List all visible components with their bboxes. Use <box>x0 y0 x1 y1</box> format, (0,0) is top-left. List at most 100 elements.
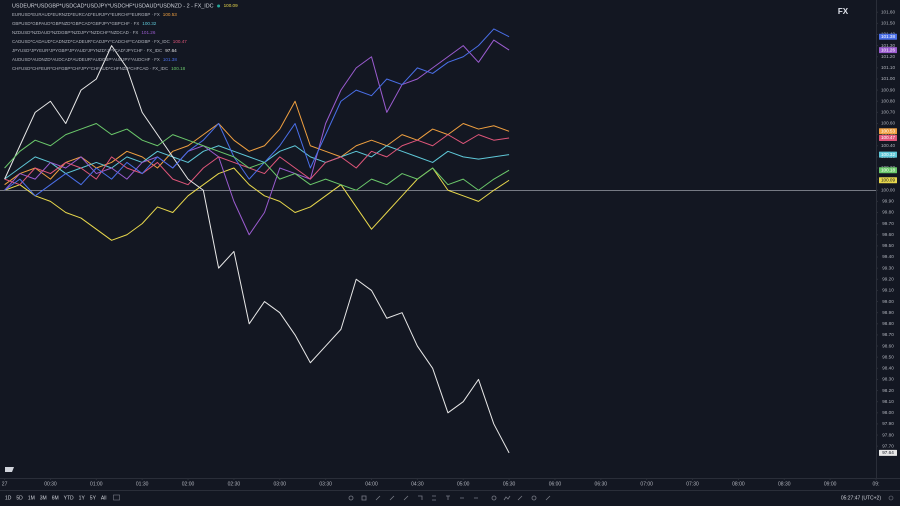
legend-value: 100.53 <box>163 12 177 17</box>
legend-name: GBPUSD*GBPAUD*GBPNZD*GBPCAD*GBPJPY*GBPCH… <box>12 21 139 26</box>
legend-name: NZDUSD*NZDAUD*NZDGBP*NZDJPY*NZDCHF*NZDCA… <box>12 30 138 35</box>
range-button[interactable]: 3M <box>40 495 47 501</box>
series-line <box>4 123 510 191</box>
y-tick-label: 99.10 <box>882 288 894 293</box>
price-tag-label: 100.47 <box>881 135 895 140</box>
x-tick-label: 04:30 <box>411 481 424 487</box>
x-tick-label: 09:00 <box>824 481 837 487</box>
x-tick-label: 06:00 <box>549 481 562 487</box>
x-tick-label: 06:30 <box>595 481 608 487</box>
legend-value: 97.64 <box>165 48 177 53</box>
price-tag-label: 100.09 <box>881 177 895 182</box>
y-tick-label: 100.70 <box>881 110 895 115</box>
watermark: FX <box>838 7 849 16</box>
y-tick-label: 98.10 <box>882 399 894 404</box>
x-tick-label: 07:00 <box>640 481 653 487</box>
y-tick-label: 99.20 <box>882 277 894 282</box>
x-tick-label: 04:00 <box>365 481 378 487</box>
x-tick-label: 00:30 <box>44 481 57 487</box>
x-tick-label: 08:00 <box>732 481 745 487</box>
y-tick-label: 98.50 <box>882 354 894 359</box>
legend-value: 101.26 <box>141 30 155 35</box>
legend-name: CHFUSD*CHFEUR*CHFGBP*CHFJPY*CHFAUD*CHFNZ… <box>12 66 168 71</box>
series-line <box>4 28 510 197</box>
price-tag <box>879 134 897 141</box>
y-tick-label: 101.50 <box>881 21 895 26</box>
y-tick-label: 99.90 <box>882 199 894 204</box>
price-tag <box>879 47 897 54</box>
legend-value: 100.47 <box>173 39 187 44</box>
settings-icon[interactable] <box>888 495 894 501</box>
x-tick-label: 09: <box>873 481 880 487</box>
legend-entry: JPYUSD*JPYEUR*JPYGBP*JPYAUD*JPYNZD*JPYCA… <box>12 48 177 53</box>
x-tick-label: 27 <box>2 481 8 487</box>
x-tick-label: 02:00 <box>182 481 195 487</box>
y-tick-label: 98.40 <box>882 366 894 371</box>
x-tick-label: 02:30 <box>228 481 241 487</box>
y-tick-label: 98.70 <box>882 332 894 337</box>
clock: 05:27:47 (UTC+2) <box>841 495 881 501</box>
price-tag <box>879 177 897 184</box>
price-tag <box>879 151 897 158</box>
y-tick-label: 100.90 <box>881 87 895 92</box>
range-button[interactable]: 5D <box>16 495 23 501</box>
date-range-icon[interactable] <box>113 494 120 501</box>
y-tick-label: 101.30 <box>881 43 895 48</box>
x-tick-label: 03:30 <box>319 481 332 487</box>
legend-value: 100.09 <box>224 3 238 8</box>
legend-value: 100.32 <box>142 21 156 26</box>
legend-entry: AUDUSD*AUDNZD*AUDCAD*AUDEUR*AUDGBP*AUDJP… <box>12 57 177 62</box>
price-tag-label: 101.26 <box>881 47 895 52</box>
legend-entry: EURUSD*EURAUD*EURNZD*EURCAD*EURJPY*EURCH… <box>12 12 177 17</box>
legend-value: 100.18 <box>171 66 185 71</box>
price-tag <box>879 167 897 174</box>
y-tick-label: 101.20 <box>881 54 895 59</box>
x-tick-label: 05:30 <box>503 481 516 487</box>
legend-name: AUDUSD*AUDNZD*AUDCAD*AUDEUR*AUDGBP*AUDJP… <box>12 57 160 62</box>
series-line <box>4 39 510 236</box>
y-tick-label: 99.00 <box>882 299 894 304</box>
y-tick-label: 100.60 <box>881 121 895 126</box>
range-button[interactable]: 5Y <box>90 495 97 501</box>
legend-entry: CHFUSD*CHFEUR*CHFGBP*CHFJPY*CHFAUD*CHFNZ… <box>12 66 186 71</box>
legend-value: 101.38 <box>163 57 177 62</box>
y-tick-label: 99.40 <box>882 254 894 259</box>
range-button[interactable]: 1M <box>28 495 35 501</box>
y-tick-label: 98.00 <box>882 410 894 415</box>
x-tick-label: 03:00 <box>274 481 287 487</box>
y-tick-label: 97.80 <box>882 432 894 437</box>
y-tick-label: 99.60 <box>882 232 894 237</box>
legend-entry: NZDUSD*NZDAUD*NZDGBP*NZDJPY*NZDCHF*NZDCA… <box>12 30 156 35</box>
y-tick-label: 98.20 <box>882 388 894 393</box>
x-tick-label: 08:30 <box>778 481 791 487</box>
legend-name: JPYUSD*JPYEUR*JPYGBP*JPYAUD*JPYNZD*JPYCA… <box>12 48 162 53</box>
drawing-tools[interactable] <box>348 495 551 501</box>
y-tick-label: 97.70 <box>882 443 894 448</box>
range-button[interactable]: 1Y <box>79 495 86 501</box>
y-tick-label: 97.90 <box>882 421 894 426</box>
tv-logo <box>5 467 14 472</box>
y-tick-label: 98.30 <box>882 377 894 382</box>
range-button[interactable]: 1D <box>5 495 12 501</box>
x-tick-label: 07:30 <box>686 481 699 487</box>
price-tag <box>879 33 897 40</box>
y-tick-label: 100.40 <box>881 143 895 148</box>
series-line <box>4 100 510 186</box>
legend-entry: CADUSD*CADAUD*CADNZD*CADEUR*CADJPY*CADCH… <box>12 39 187 44</box>
x-tick-label: 01:00 <box>90 481 103 487</box>
legend-name: CADUSD*CADAUD*CADNZD*CADEUR*CADJPY*CADCH… <box>12 39 170 44</box>
price-tag <box>879 449 897 456</box>
price-tag-label: 97.64 <box>882 450 894 455</box>
range-button[interactable]: All <box>101 495 107 501</box>
legend-entry: GBPUSD*GBPAUD*GBPNZD*GBPCAD*GBPJPY*GBPCH… <box>12 21 157 26</box>
legend-name: USDEUR*USDGBP*USDCAD*USDJPY*USDCHF*USDAU… <box>12 3 214 9</box>
x-tick-label: 05:00 <box>457 481 470 487</box>
price-tag-label: 101.38 <box>881 34 895 39</box>
x-tick-label: 01:30 <box>136 481 149 487</box>
legend-entry: USDEUR*USDGBP*USDCAD*USDJPY*USDCHF*USDAU… <box>12 3 238 9</box>
y-tick-label: 98.60 <box>882 343 894 348</box>
range-button[interactable]: 6M <box>52 495 59 501</box>
range-button[interactable]: YTD <box>64 495 74 501</box>
